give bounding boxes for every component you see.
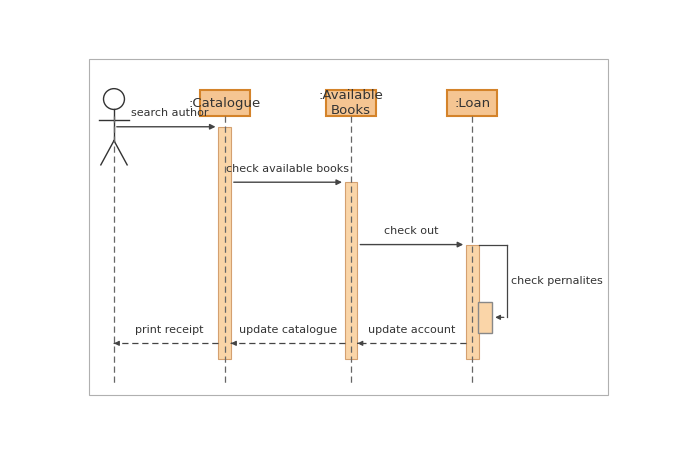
FancyBboxPatch shape	[447, 90, 497, 117]
FancyBboxPatch shape	[326, 90, 376, 117]
Text: check out: check out	[384, 226, 439, 236]
Text: :Loan: :Loan	[454, 97, 490, 110]
Text: update catalogue: update catalogue	[239, 324, 337, 335]
Text: check pernalites: check pernalites	[511, 276, 602, 286]
Text: :Available
Books: :Available Books	[319, 90, 384, 117]
Text: update account: update account	[368, 324, 456, 335]
FancyBboxPatch shape	[477, 302, 492, 333]
FancyBboxPatch shape	[466, 245, 479, 359]
FancyBboxPatch shape	[200, 90, 250, 117]
FancyBboxPatch shape	[218, 127, 231, 359]
Text: check available books: check available books	[226, 163, 350, 174]
FancyBboxPatch shape	[345, 182, 358, 359]
Text: :Catalogue: :Catalogue	[188, 97, 260, 110]
Text: print receipt: print receipt	[135, 324, 203, 335]
Text: search author: search author	[131, 108, 208, 118]
